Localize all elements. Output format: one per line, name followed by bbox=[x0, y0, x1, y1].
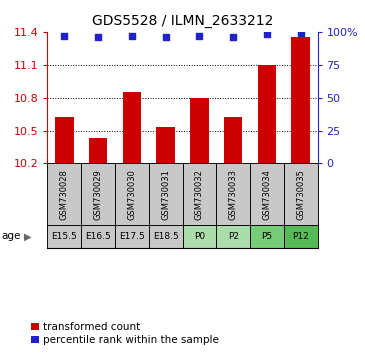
Bar bbox=[224, 118, 242, 164]
Point bbox=[129, 33, 135, 39]
Text: GSM730034: GSM730034 bbox=[262, 169, 272, 220]
Text: E15.5: E15.5 bbox=[51, 232, 77, 241]
Point bbox=[163, 34, 169, 40]
Bar bbox=[182, 225, 216, 248]
Point bbox=[196, 33, 202, 39]
Text: P2: P2 bbox=[228, 232, 239, 241]
Bar bbox=[250, 164, 284, 225]
Bar bbox=[123, 92, 141, 164]
Bar bbox=[47, 225, 81, 248]
Bar bbox=[216, 225, 250, 248]
Bar bbox=[149, 164, 182, 225]
Bar bbox=[55, 118, 74, 164]
Bar bbox=[115, 164, 149, 225]
Bar bbox=[216, 164, 250, 225]
Text: GSM730035: GSM730035 bbox=[296, 169, 305, 220]
Point bbox=[230, 34, 236, 40]
Bar bbox=[284, 164, 318, 225]
Bar bbox=[115, 225, 149, 248]
Bar bbox=[149, 225, 182, 248]
Point bbox=[264, 32, 270, 37]
Text: GSM730032: GSM730032 bbox=[195, 169, 204, 220]
Bar bbox=[291, 37, 310, 164]
Bar bbox=[156, 127, 175, 164]
Bar bbox=[81, 225, 115, 248]
Bar bbox=[250, 225, 284, 248]
Text: E17.5: E17.5 bbox=[119, 232, 145, 241]
Bar bbox=[284, 225, 318, 248]
Text: GSM730033: GSM730033 bbox=[228, 169, 238, 220]
Text: GSM730028: GSM730028 bbox=[60, 169, 69, 220]
Bar bbox=[89, 138, 107, 164]
Bar bbox=[47, 164, 81, 225]
Text: P12: P12 bbox=[292, 232, 309, 241]
Text: ▶: ▶ bbox=[24, 232, 31, 241]
Bar bbox=[81, 164, 115, 225]
Bar bbox=[258, 65, 276, 164]
Text: GSM730029: GSM730029 bbox=[93, 169, 103, 220]
Text: E16.5: E16.5 bbox=[85, 232, 111, 241]
Title: GDS5528 / ILMN_2633212: GDS5528 / ILMN_2633212 bbox=[92, 14, 273, 28]
Legend: transformed count, percentile rank within the sample: transformed count, percentile rank withi… bbox=[31, 322, 219, 345]
Text: GSM730030: GSM730030 bbox=[127, 169, 137, 220]
Point bbox=[298, 30, 304, 36]
Text: E18.5: E18.5 bbox=[153, 232, 178, 241]
Bar bbox=[190, 98, 209, 164]
Text: GSM730031: GSM730031 bbox=[161, 169, 170, 220]
Bar bbox=[182, 164, 216, 225]
Text: P5: P5 bbox=[261, 232, 272, 241]
Text: age: age bbox=[2, 232, 21, 241]
Point bbox=[95, 34, 101, 40]
Point bbox=[61, 33, 67, 39]
Text: P0: P0 bbox=[194, 232, 205, 241]
